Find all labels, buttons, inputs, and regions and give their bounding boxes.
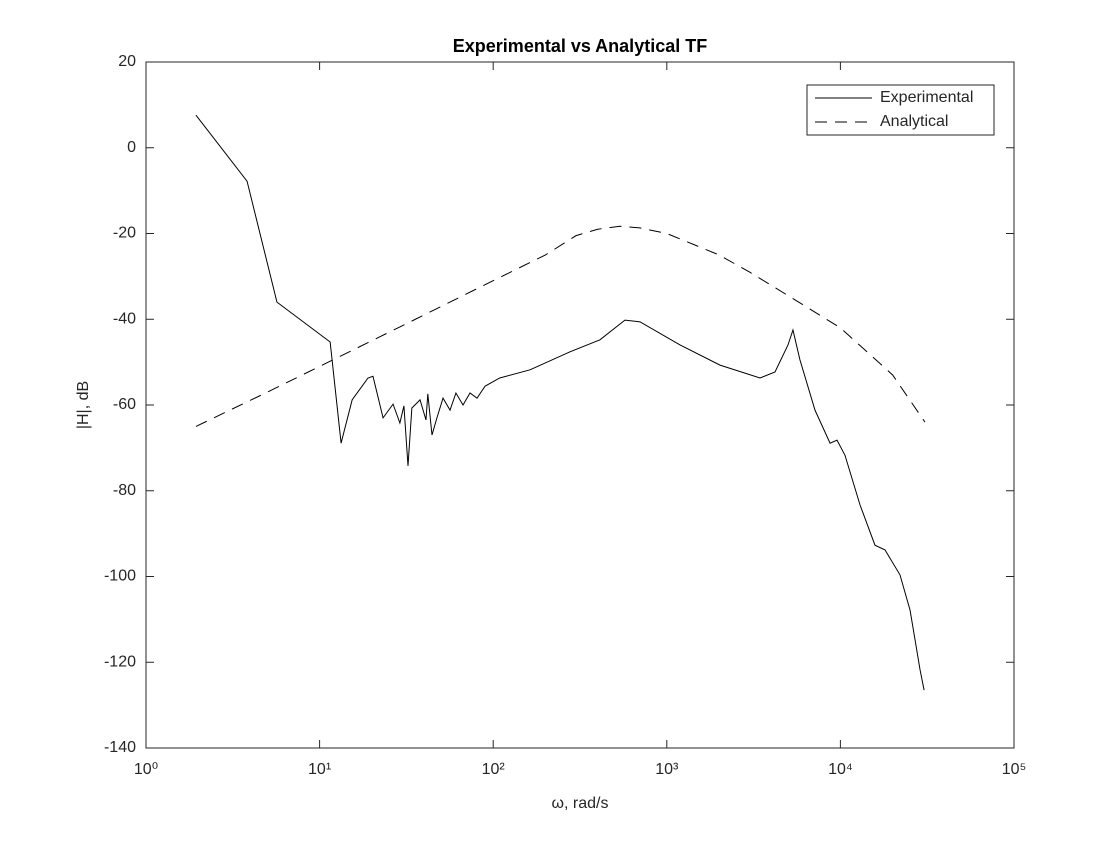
legend-label: Analytical xyxy=(880,113,948,130)
x-tick-label: 10⁴ xyxy=(828,761,853,778)
legend-label: Experimental xyxy=(880,89,973,106)
legend-box xyxy=(806,84,995,136)
y-tick-label: -120 xyxy=(104,653,136,670)
y-tick-label: 20 xyxy=(118,53,136,70)
plot-area xyxy=(145,61,1015,749)
x-tick-label: 10¹ xyxy=(308,761,331,778)
y-tick-label: -60 xyxy=(113,396,136,413)
x-axis-label: ω, rad/s xyxy=(552,795,609,812)
y-axis-label: |H|, dB xyxy=(75,381,92,429)
chart-title: Experimental vs Analytical TF xyxy=(453,36,707,56)
y-tick-label: -80 xyxy=(113,482,136,499)
x-tick-label: 10⁰ xyxy=(134,761,158,778)
series-line xyxy=(195,114,925,691)
x-tick-label: 10³ xyxy=(655,761,679,778)
x-tick-label: 10² xyxy=(482,761,506,778)
y-tick-label: -40 xyxy=(113,310,136,327)
x-tick-label: 10⁵ xyxy=(1002,761,1026,778)
series-line xyxy=(195,225,926,427)
y-tick-label: -100 xyxy=(104,568,136,585)
y-tick-label: -140 xyxy=(104,739,136,756)
y-tick-label: 0 xyxy=(127,139,136,156)
y-tick-label: -20 xyxy=(113,225,136,242)
